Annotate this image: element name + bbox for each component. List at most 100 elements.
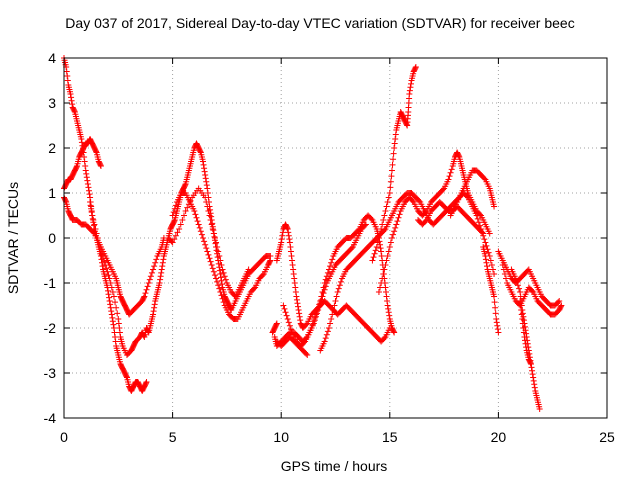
data-point xyxy=(483,263,490,270)
data-point xyxy=(482,253,489,259)
series-track-m xyxy=(447,167,498,219)
data-point xyxy=(389,161,396,168)
data-point xyxy=(558,302,565,309)
data-point xyxy=(201,238,208,245)
x-tick-label: 10 xyxy=(273,429,289,445)
data-point xyxy=(387,239,394,246)
data-point xyxy=(102,262,109,268)
data-point xyxy=(159,263,166,270)
data-point xyxy=(158,266,165,273)
data-point xyxy=(385,309,392,316)
data-point xyxy=(324,328,331,335)
x-tick-label: 25 xyxy=(599,429,615,445)
data-point xyxy=(171,205,178,212)
data-point xyxy=(422,218,429,225)
data-point xyxy=(412,65,419,72)
y-tick-label: -1 xyxy=(44,275,57,291)
data-point xyxy=(406,91,413,97)
data-point xyxy=(143,286,150,293)
data-point xyxy=(216,267,223,274)
data-point xyxy=(475,219,482,226)
data-point xyxy=(202,175,209,182)
data-point xyxy=(519,320,526,327)
data-point xyxy=(482,239,489,246)
data-point xyxy=(67,91,74,97)
data-point xyxy=(200,235,207,241)
data-point xyxy=(150,308,157,315)
data-point xyxy=(383,257,390,264)
data-point xyxy=(209,220,216,227)
data-point xyxy=(486,230,493,237)
data-point xyxy=(220,299,227,306)
data-point xyxy=(101,258,108,265)
data-point xyxy=(218,277,225,284)
data-point xyxy=(176,226,183,232)
data-point xyxy=(527,359,534,366)
data-point xyxy=(555,299,562,306)
data-point xyxy=(152,259,159,266)
data-point xyxy=(316,303,323,310)
data-point xyxy=(312,313,319,320)
data-point xyxy=(521,334,528,340)
data-point xyxy=(323,331,330,338)
data-point xyxy=(384,302,391,309)
data-point xyxy=(284,224,291,231)
data-point xyxy=(378,280,385,286)
data-point xyxy=(282,309,289,316)
data-point xyxy=(108,308,115,315)
data-point xyxy=(324,269,331,276)
data-point xyxy=(378,226,385,232)
series-track-t xyxy=(269,320,280,336)
data-point xyxy=(169,239,176,246)
data-point xyxy=(361,222,368,229)
data-point xyxy=(69,101,76,108)
data-point xyxy=(513,278,520,285)
data-point xyxy=(488,262,495,268)
data-point xyxy=(388,167,395,174)
data-point xyxy=(501,271,508,277)
data-point xyxy=(172,232,179,239)
data-point xyxy=(288,253,295,259)
data-point xyxy=(384,253,391,259)
data-point xyxy=(97,248,104,255)
data-point xyxy=(333,293,340,300)
data-point xyxy=(218,292,225,299)
data-point xyxy=(320,290,327,297)
data-point xyxy=(151,304,158,311)
data-point xyxy=(266,258,273,265)
data-point xyxy=(109,289,116,295)
series-track-i xyxy=(280,221,369,349)
data-point xyxy=(392,224,399,231)
data-point xyxy=(115,320,122,327)
data-point xyxy=(303,350,310,357)
data-point xyxy=(279,229,286,236)
data-point xyxy=(203,245,210,252)
data-point xyxy=(94,235,101,241)
data-point xyxy=(492,310,499,317)
data-point xyxy=(379,275,386,282)
data-point xyxy=(194,218,201,225)
y-tick-labels: -4 -3 -2 -1 0 1 2 3 4 xyxy=(44,50,57,426)
data-point xyxy=(382,289,389,295)
data-point xyxy=(106,298,113,304)
data-point xyxy=(217,257,224,264)
data-point xyxy=(289,262,296,268)
data-point xyxy=(150,266,157,273)
data-point xyxy=(310,320,317,327)
data-point xyxy=(207,217,214,223)
data-point xyxy=(200,158,207,165)
y-tick-label: -3 xyxy=(44,365,57,381)
data-point xyxy=(142,380,149,387)
data-point xyxy=(393,221,400,228)
data-point xyxy=(325,325,332,331)
data-point xyxy=(493,316,500,322)
data-point xyxy=(202,241,209,248)
data-point xyxy=(329,311,336,318)
data-point xyxy=(529,367,536,374)
data-point xyxy=(318,296,325,303)
data-point xyxy=(295,303,302,310)
data-point xyxy=(78,136,85,142)
x-axis-title: GPS time / hours xyxy=(281,458,388,474)
data-point xyxy=(479,229,486,236)
x-tick-label: 5 xyxy=(169,429,177,445)
